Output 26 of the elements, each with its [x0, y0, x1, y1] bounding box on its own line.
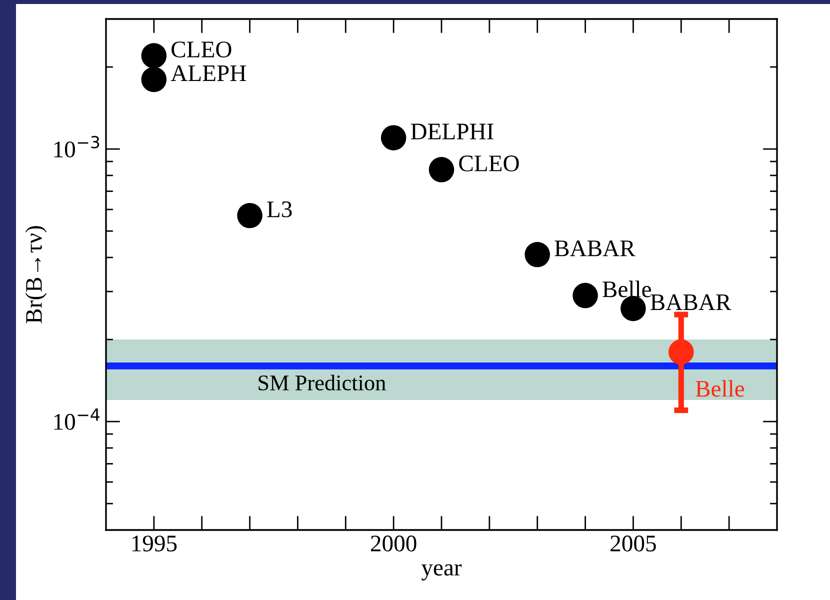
- point: [141, 43, 167, 68]
- annotation: CLEO: [459, 156, 519, 172]
- annotation: CLEO: [172, 42, 232, 58]
- x-tick-label: 1995: [132, 536, 177, 552]
- x-tick-label: 2000: [370, 536, 416, 552]
- band-label: SM Prediction: [258, 374, 386, 390]
- annotation: Belle: [602, 280, 651, 298]
- point: [620, 296, 646, 322]
- x-tick-label: 2005: [610, 536, 656, 552]
- point: [141, 66, 167, 92]
- point: [572, 282, 598, 308]
- point: [668, 339, 694, 365]
- x-axis-title: year: [421, 564, 462, 580]
- point: [380, 125, 406, 150]
- annotation: ALEPH: [170, 65, 246, 81]
- annotation: DELPHI: [410, 124, 494, 140]
- point: [237, 202, 262, 228]
- series-label: Belle: [696, 380, 744, 397]
- annotation: BABAR: [650, 294, 732, 310]
- y-tick-label: 10$^{−4}$: [54, 408, 100, 430]
- point: [428, 157, 454, 182]
- y-tick-label: 10$^{−3}$: [54, 136, 100, 158]
- point: [524, 242, 550, 268]
- y-axis-title: Br(B→τν): [25, 226, 47, 324]
- annotation: L3: [267, 201, 292, 218]
- annotation: BABAR: [554, 240, 636, 256]
